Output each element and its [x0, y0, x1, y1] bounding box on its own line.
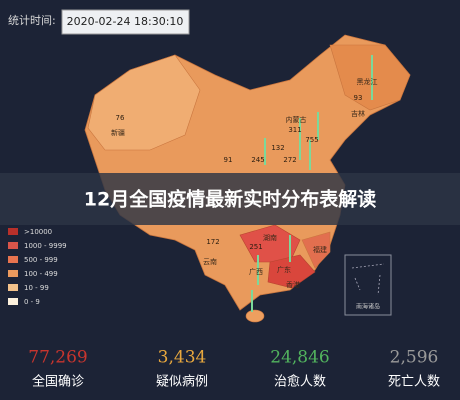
region-shape	[239, 224, 301, 263]
region-shape	[329, 44, 411, 111]
map-labels: 新疆 黑龙江 吉林 内蒙古 云南 广西 广东 湖南 福建 香港 76 93 31…	[111, 77, 378, 289]
region-label: 云南	[203, 257, 217, 266]
region-label: 香港	[286, 280, 300, 289]
stat-label: 治愈人数	[274, 375, 326, 390]
region-count: 76	[116, 114, 125, 122]
region-label: 黑龙江	[357, 77, 378, 86]
legend-swatch	[8, 270, 18, 277]
legend-swatch	[8, 298, 18, 305]
region-count: 132	[271, 144, 284, 152]
legend-swatch	[8, 284, 18, 291]
stat-value: 24,846	[270, 348, 329, 368]
legend: >10000 1000 - 9999 500 - 999 100 - 499 1…	[8, 228, 67, 306]
title-band	[0, 173, 460, 225]
time-label: 统计时间:	[8, 14, 56, 27]
region-label: 吉林	[351, 109, 365, 118]
spikes	[251, 55, 373, 312]
region-count: 311	[288, 126, 301, 134]
island	[245, 309, 265, 323]
region-shape	[87, 54, 201, 151]
region-count: 172	[206, 238, 219, 246]
region-label: 内蒙古	[286, 115, 307, 124]
stat-value: 3,434	[158, 348, 207, 368]
inset-box	[344, 254, 392, 316]
datetime: 2020-02-24 18:30:10	[67, 15, 184, 28]
region-shape	[301, 231, 331, 269]
legend-swatch	[8, 242, 18, 249]
legend-label: 1000 - 9999	[24, 242, 67, 250]
title: 12月全国疫情最新实时分布表解读	[84, 188, 376, 211]
region-shape	[267, 254, 316, 289]
region-label: 湖南	[263, 233, 277, 242]
stat-label: 疑似病例	[156, 374, 208, 390]
stats: 77,269 3,434 24,846 2,596 全国确诊 疑似病例 治愈人数…	[28, 348, 440, 390]
region-label: 广西	[249, 267, 263, 276]
inset-label: 南海诸岛	[356, 303, 380, 311]
region-count: 93	[354, 94, 363, 102]
region-label: 广东	[277, 265, 291, 274]
legend-swatch	[8, 228, 18, 235]
region-count: 245	[251, 156, 264, 164]
time-box	[61, 9, 190, 35]
stat-label: 全国确诊	[32, 374, 84, 390]
stat-value: 77,269	[28, 348, 87, 368]
region-label: 新疆	[111, 128, 125, 137]
region-count: 755	[305, 136, 318, 144]
legend-label: 100 - 499	[24, 270, 58, 278]
stat-label: 死亡人数	[388, 375, 440, 390]
region-label: 福建	[313, 245, 327, 254]
region-count: 91	[224, 156, 233, 164]
legend-label: 500 - 999	[24, 256, 58, 264]
legend-label: 10 - 99	[24, 284, 49, 292]
region-count: 251	[249, 243, 262, 251]
legend-label: 0 - 9	[24, 298, 40, 306]
stat-value: 2,596	[390, 348, 439, 368]
legend-label: >10000	[24, 228, 52, 236]
region-count: 272	[283, 156, 296, 164]
legend-swatch	[8, 256, 18, 263]
inset-lines	[351, 263, 385, 296]
